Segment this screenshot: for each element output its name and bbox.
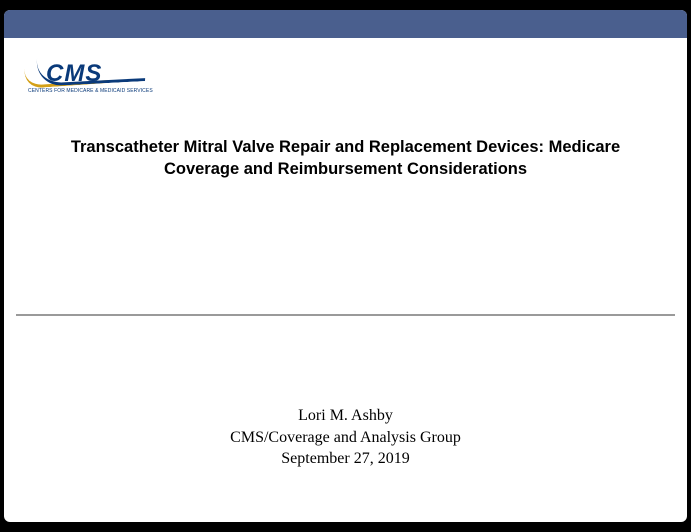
- slide: CMS CENTERS FOR MEDICARE & MEDICAID SERV…: [4, 10, 687, 522]
- author-affiliation: CMS/Coverage and Analysis Group: [4, 427, 687, 449]
- title-block: Transcatheter Mitral Valve Repair and Re…: [44, 136, 647, 181]
- slide-frame: CMS CENTERS FOR MEDICARE & MEDICAID SERV…: [0, 0, 691, 532]
- author-name: Lori M. Ashby: [4, 405, 687, 427]
- logo-tagline: CENTERS FOR MEDICARE & MEDICAID SERVICES: [28, 88, 153, 94]
- cms-logo: CMS CENTERS FOR MEDICARE & MEDICAID SERV…: [22, 54, 172, 102]
- presentation-date: September 27, 2019: [4, 448, 687, 470]
- slide-title: Transcatheter Mitral Valve Repair and Re…: [44, 136, 647, 181]
- horizontal-divider: [16, 314, 675, 316]
- top-accent-bar: [4, 10, 687, 38]
- logo-acronym: CMS: [46, 60, 102, 88]
- author-block: Lori M. Ashby CMS/Coverage and Analysis …: [4, 405, 687, 470]
